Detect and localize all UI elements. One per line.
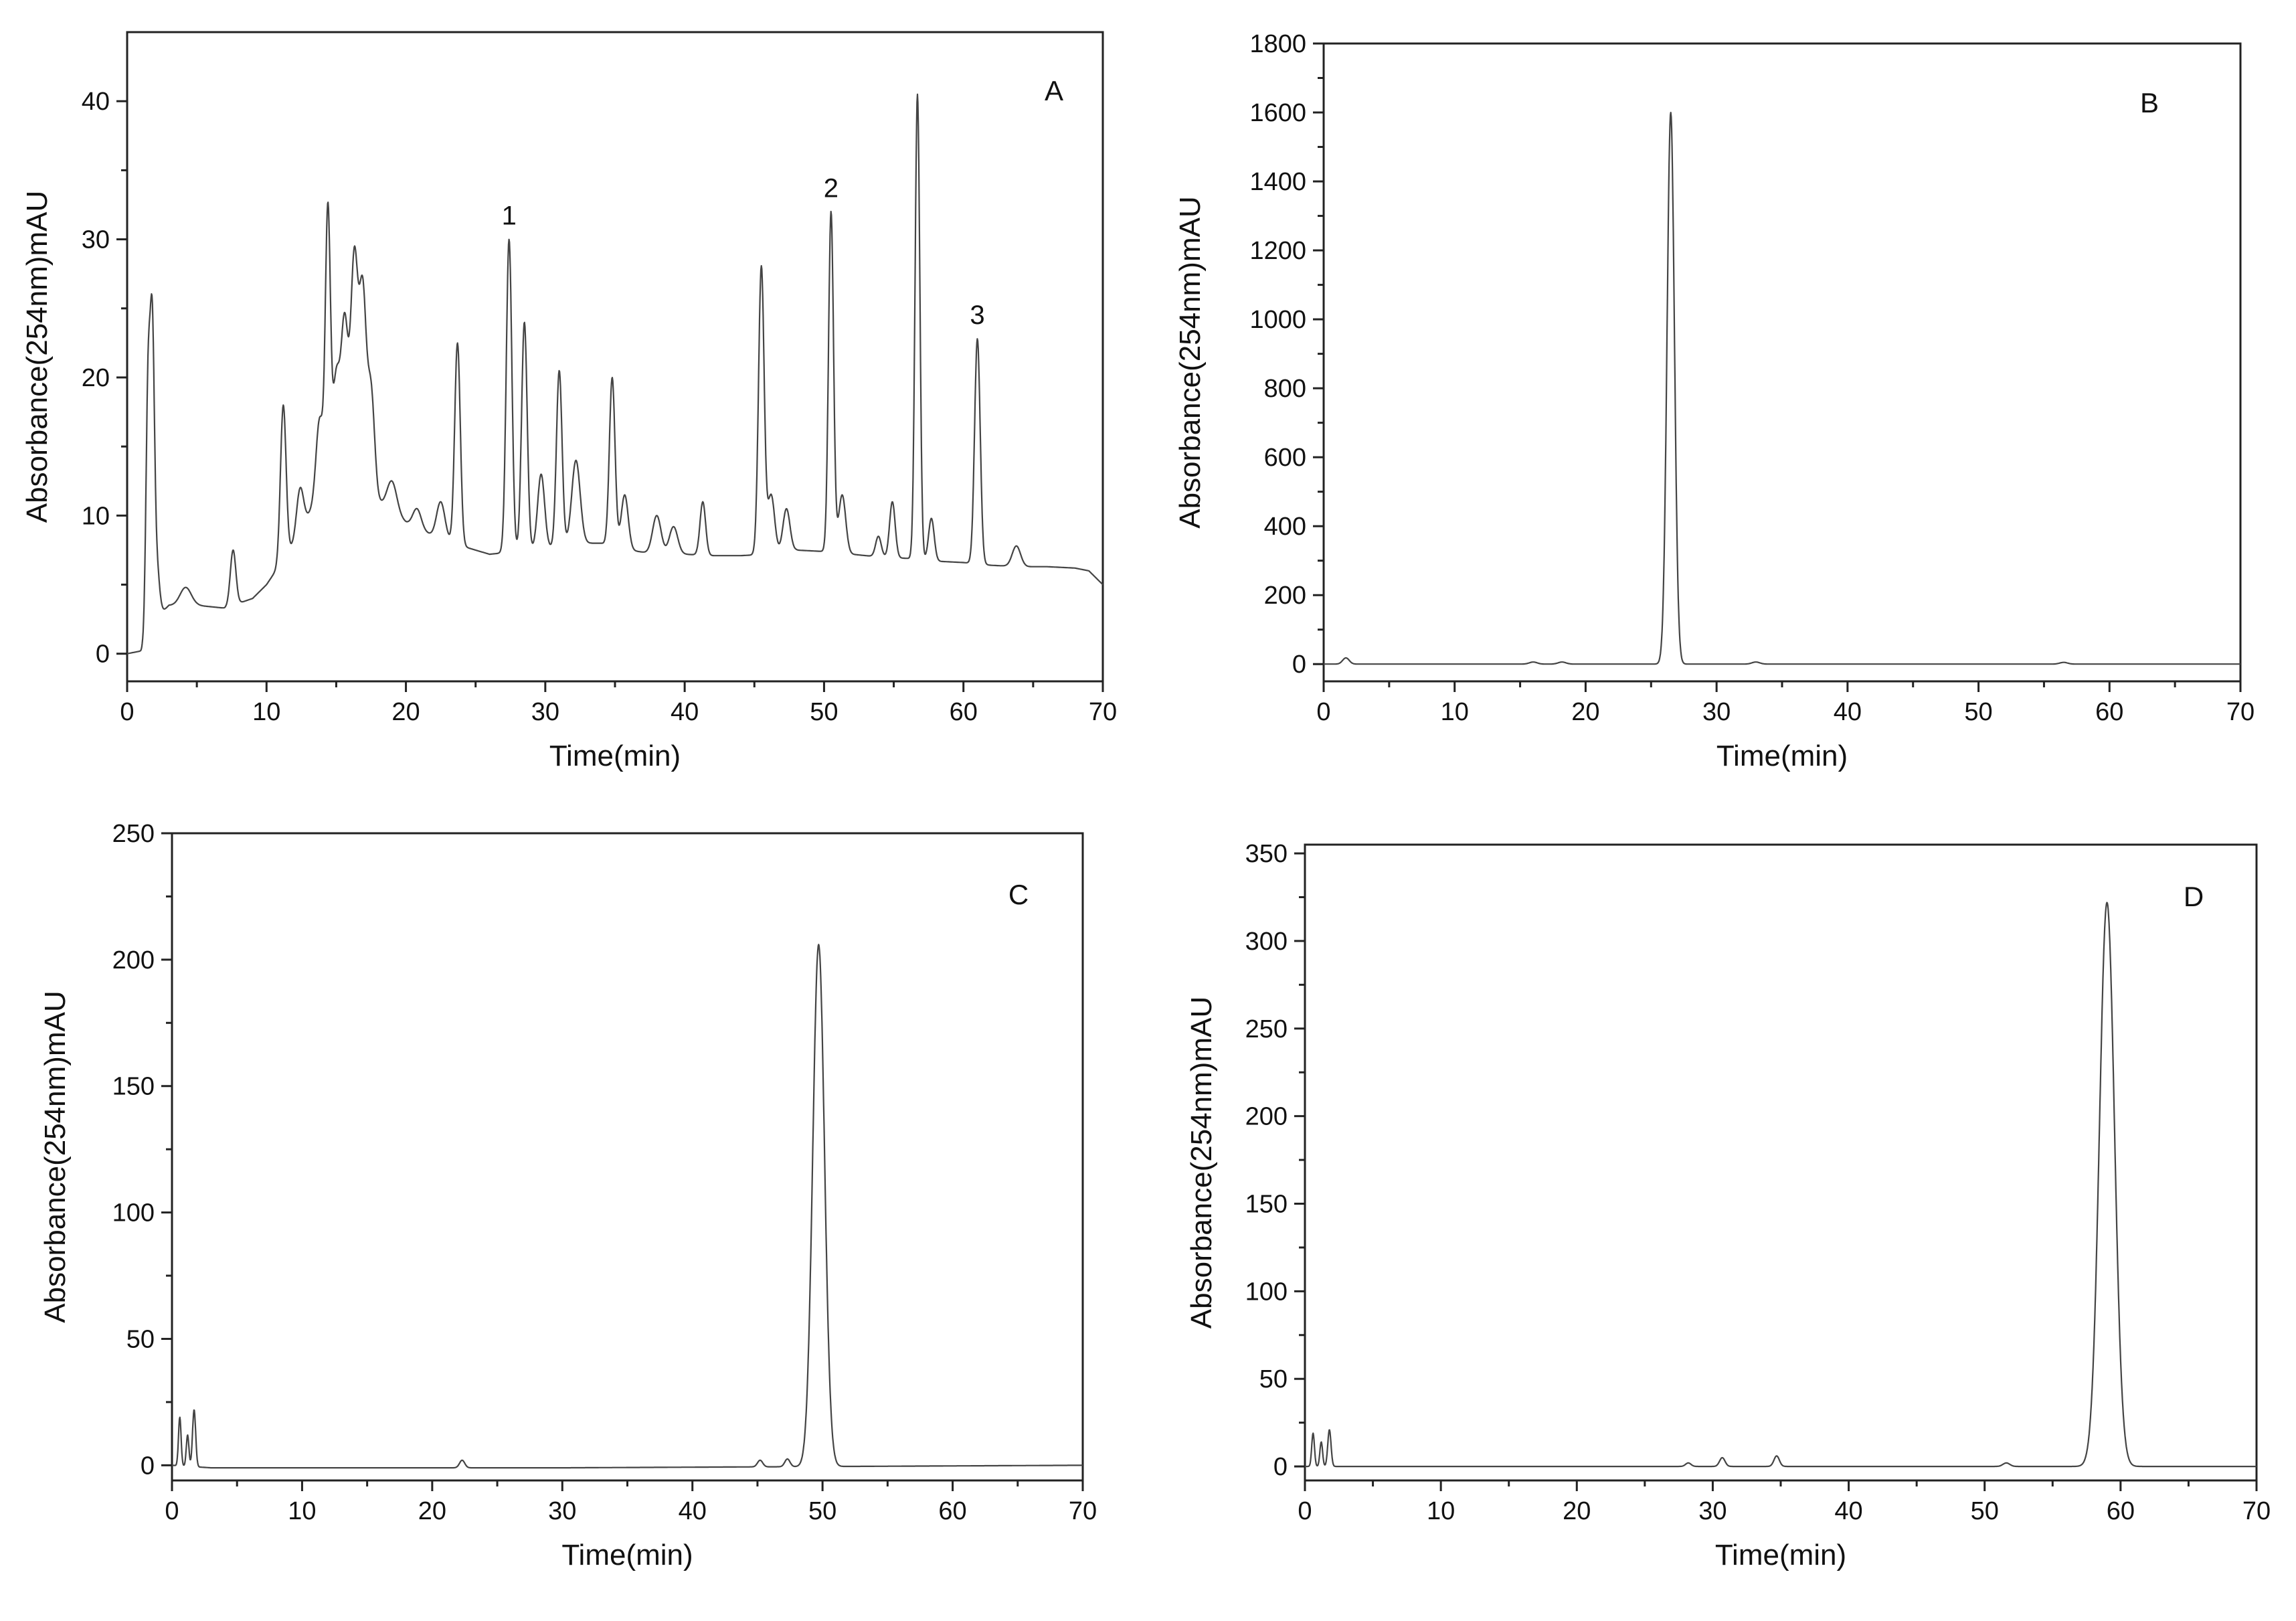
- y-tick-label: 1000: [1249, 306, 1306, 334]
- y-axis-label: Absorbance(254nm)mAU: [39, 991, 72, 1323]
- chart-d: 0 10 20 30 40 50 60 70 0 50 100 150 200 250 300 350 Time…: [1185, 840, 2271, 1571]
- x-tick-label: 10: [288, 1497, 316, 1525]
- y-tick-label: 200: [112, 946, 155, 974]
- y-tick-label: 350: [1245, 840, 1288, 868]
- x-tick-label: 30: [1702, 698, 1731, 726]
- x-tick-label: 10: [252, 698, 280, 726]
- y-tick-label: 200: [1264, 582, 1306, 610]
- y-tick-label: 600: [1264, 444, 1306, 472]
- x-axis-label: Time(min): [549, 740, 681, 772]
- x-axis-label: Time(min): [561, 1539, 693, 1571]
- y-tick-label: 150: [1245, 1191, 1288, 1219]
- x-tick-label: 70: [1069, 1497, 1097, 1525]
- x-tick-label: 20: [1571, 698, 1599, 726]
- y-tick-label: 10: [82, 502, 110, 530]
- y-tick-label: 0: [1273, 1453, 1288, 1481]
- x-tick-label: 10: [1427, 1497, 1455, 1525]
- y-tick-label: 1800: [1249, 30, 1306, 58]
- x-tick-label: 20: [418, 1497, 446, 1525]
- y-tick-label: 20: [82, 364, 110, 392]
- y-tick-label: 0: [141, 1452, 155, 1480]
- y-tick-label: 200: [1245, 1103, 1288, 1131]
- y-axis-label: Absorbance(254nm)mAU: [1185, 997, 1218, 1329]
- y-tick-label: 0: [96, 641, 110, 669]
- chart-c: 0 10 20 30 40 50 60 70 0 50 100 150 200 250 Time(min) A…: [39, 820, 1097, 1571]
- x-tick-label: 0: [165, 1497, 179, 1525]
- x-tick-label: 40: [1834, 1497, 1862, 1525]
- y-tick-label: 0: [1292, 651, 1306, 679]
- y-axis-label: Absorbance(254nm)mAU: [21, 191, 54, 523]
- peak-annotation: 3: [970, 301, 984, 330]
- y-tick-label: 800: [1264, 375, 1306, 403]
- peak-annotation: 2: [824, 173, 838, 203]
- x-tick-label: 60: [2095, 698, 2123, 726]
- x-tick-label: 50: [1971, 1497, 1999, 1525]
- y-tick-label: 150: [112, 1073, 155, 1101]
- plot-frame-b: [1322, 42, 2242, 683]
- y-tick-label: 100: [112, 1199, 155, 1227]
- x-tick-label: 50: [810, 698, 838, 726]
- x-tick-label: 0: [1298, 1497, 1312, 1525]
- y-tick-label: 1200: [1249, 237, 1306, 265]
- chart-panel-a: 0 10 20 30 40 50 60 70 0 10 20 30 40 Time(min) Absorba…: [0, 0, 1148, 808]
- plot-frame-a: [126, 31, 1104, 683]
- x-tick-label: 30: [1698, 1497, 1727, 1525]
- chromatogram-trace-a: [126, 93, 1103, 655]
- x-tick-label: 0: [1316, 698, 1330, 726]
- plot-frame-d: [1304, 843, 2258, 1482]
- y-tick-label: 100: [1245, 1278, 1288, 1306]
- y-tick-label: 400: [1264, 513, 1306, 541]
- y-tick-label: 250: [1245, 1015, 1288, 1043]
- x-axis-label: Time(min): [1716, 740, 1848, 772]
- x-tick-label: 10: [1441, 698, 1469, 726]
- plot-frame-c: [171, 832, 1084, 1482]
- chart-a: 0 10 20 30 40 50 60 70 0 10 20 30 40 Time(min) Absorba…: [21, 31, 1117, 772]
- x-tick-label: 50: [1964, 698, 1992, 726]
- x-tick-label: 40: [1834, 698, 1862, 726]
- chart-b: 0 10 20 30 40 50 60 70 0 200 400 600 800 1000 1200 1400…: [1174, 30, 2255, 772]
- chart-panel-d: 0 10 20 30 40 50 60 70 0 50 100 150 200 250 300 350 Time…: [1148, 808, 2296, 1618]
- x-tick-label: 30: [548, 1497, 576, 1525]
- chromatogram-trace-c: [171, 944, 1083, 1469]
- y-tick-label: 30: [82, 226, 110, 254]
- x-tick-label: 60: [938, 1497, 966, 1525]
- chart-panel-b: 0 10 20 30 40 50 60 70 0 200 400 600 800 1000 1200 1400…: [1148, 0, 2296, 808]
- x-tick-label: 30: [531, 698, 559, 726]
- y-tick-label: 50: [1259, 1365, 1288, 1393]
- panel-label: B: [2140, 87, 2159, 118]
- y-tick-label: 300: [1245, 928, 1288, 956]
- chart-panel-c: 0 10 20 30 40 50 60 70 0 50 100 150 200 250 Time(min) A…: [0, 808, 1148, 1618]
- y-axis-label: Absorbance(254nm)mAU: [1174, 196, 1207, 528]
- x-tick-label: 40: [679, 1497, 707, 1525]
- y-tick-label: 250: [112, 820, 155, 848]
- x-tick-label: 40: [671, 698, 699, 726]
- chromatogram-trace-d: [1304, 902, 2257, 1468]
- x-tick-label: 0: [120, 698, 134, 726]
- x-tick-label: 60: [950, 698, 978, 726]
- x-tick-label: 70: [2226, 698, 2255, 726]
- panel-label: A: [1045, 75, 1063, 106]
- x-tick-label: 20: [391, 698, 420, 726]
- y-tick-label: 1400: [1249, 168, 1306, 196]
- peak-annotation: 1: [502, 201, 517, 231]
- x-axis-label: Time(min): [1715, 1539, 1846, 1571]
- panel-label: C: [1008, 879, 1029, 910]
- x-tick-label: 70: [2242, 1497, 2271, 1525]
- y-tick-label: 40: [82, 88, 110, 116]
- x-tick-label: 20: [1563, 1497, 1591, 1525]
- panel-label: D: [2184, 881, 2204, 912]
- x-tick-label: 60: [2107, 1497, 2135, 1525]
- y-tick-label: 1600: [1249, 99, 1306, 127]
- x-tick-label: 50: [808, 1497, 836, 1525]
- y-tick-label: 50: [126, 1325, 155, 1353]
- x-tick-label: 70: [1089, 698, 1117, 726]
- chromatogram-trace-b: [1323, 112, 2241, 665]
